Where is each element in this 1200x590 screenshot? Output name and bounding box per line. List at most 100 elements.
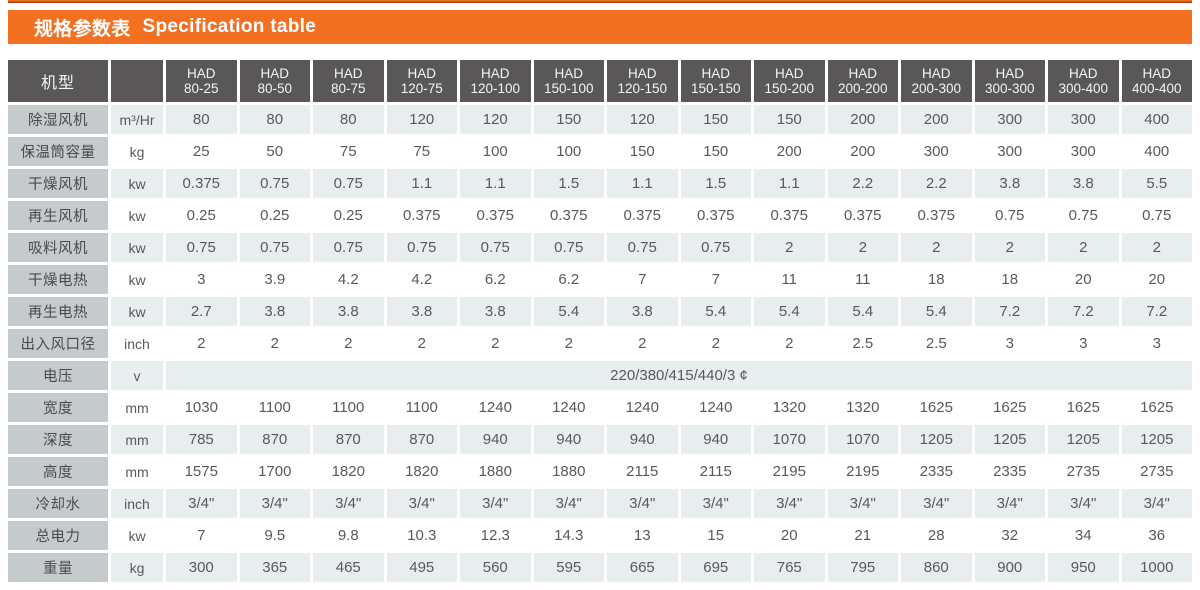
table-cell: 7 bbox=[166, 521, 237, 550]
row-unit: kw bbox=[111, 521, 163, 550]
table-cell: 0.75 bbox=[974, 201, 1045, 230]
table-cell: 3 bbox=[974, 329, 1045, 358]
table-cell: 2 bbox=[533, 329, 604, 358]
table-cell: 0.375 bbox=[460, 201, 531, 230]
table-cell: 785 bbox=[166, 425, 237, 454]
table-cell: 560 bbox=[460, 553, 531, 582]
table-cell: 3/4" bbox=[827, 489, 898, 518]
table-cell: 2.5 bbox=[901, 329, 972, 358]
table-cell: 150 bbox=[607, 137, 678, 166]
row-label: 总电力 bbox=[8, 521, 108, 550]
table-cell: 6.2 bbox=[460, 265, 531, 294]
table-cell: 0.375 bbox=[901, 201, 972, 230]
table-cell: 150 bbox=[680, 137, 751, 166]
table-cell: 3/4" bbox=[1048, 489, 1119, 518]
table-cell: 0.75 bbox=[313, 169, 384, 198]
row-label: 再生风机 bbox=[8, 201, 108, 230]
table-cell: 940 bbox=[680, 425, 751, 454]
specification-table: 机型 HAD 80-25 HAD 80-50 HAD 80-75 HAD 120-75 HAD 12… bbox=[8, 60, 1192, 582]
table-cell: 1880 bbox=[460, 457, 531, 486]
table-cell: 32 bbox=[974, 521, 1045, 550]
table-cell: 0.75 bbox=[386, 233, 457, 262]
row-unit: kg bbox=[111, 553, 163, 582]
table-cell: 120 bbox=[386, 105, 457, 134]
table-cell: 100 bbox=[533, 137, 604, 166]
table-cell: 3/4" bbox=[533, 489, 604, 518]
table-cell: 1240 bbox=[607, 393, 678, 422]
table-cell: 3.8 bbox=[460, 297, 531, 326]
column-header-model-200-200: HAD 200-200 bbox=[827, 60, 898, 102]
table-cell: 2.7 bbox=[166, 297, 237, 326]
table-cell: 3/4" bbox=[901, 489, 972, 518]
table-cell: 80 bbox=[239, 105, 310, 134]
table-cell: 20 bbox=[754, 521, 825, 550]
top-edge-strip bbox=[8, 0, 1192, 3]
table-cell: 3/4" bbox=[680, 489, 751, 518]
row-unit: m³/Hr bbox=[111, 105, 163, 134]
table-cell: 4.2 bbox=[313, 265, 384, 294]
row-label: 出入风口径 bbox=[8, 329, 108, 358]
table-cell: 1880 bbox=[533, 457, 604, 486]
row-label: 吸料风机 bbox=[8, 233, 108, 262]
table-cell: 0.375 bbox=[680, 201, 751, 230]
row-unit: kw bbox=[111, 201, 163, 230]
table-cell: 3/4" bbox=[386, 489, 457, 518]
table-cell: 860 bbox=[901, 553, 972, 582]
row-unit: mm bbox=[111, 393, 163, 422]
row-label: 电压 bbox=[8, 361, 108, 390]
page-title-zh: 规格参数表 bbox=[34, 18, 131, 40]
column-header-model-300-300: HAD 300-300 bbox=[974, 60, 1045, 102]
column-header-model-120-75: HAD 120-75 bbox=[386, 60, 457, 102]
table-cell: 2195 bbox=[754, 457, 825, 486]
column-header-model-120-100: HAD 120-100 bbox=[460, 60, 531, 102]
table-cell: 1.1 bbox=[460, 169, 531, 198]
row-unit: inch bbox=[111, 329, 163, 358]
table-cell: 2 bbox=[239, 329, 310, 358]
table-cell: 365 bbox=[239, 553, 310, 582]
table-cell: 10.3 bbox=[386, 521, 457, 550]
table-cell: 1625 bbox=[901, 393, 972, 422]
table-cell: 3/4" bbox=[607, 489, 678, 518]
table-cell: 1320 bbox=[754, 393, 825, 422]
row-label: 再生电热 bbox=[8, 297, 108, 326]
table-cell: 1205 bbox=[1121, 425, 1192, 454]
table-cell: 21 bbox=[827, 521, 898, 550]
table-cell: 3/4" bbox=[974, 489, 1045, 518]
table-cell: 5.4 bbox=[533, 297, 604, 326]
table-cell: 2195 bbox=[827, 457, 898, 486]
table-cell: 18 bbox=[974, 265, 1045, 294]
table-cell: 1625 bbox=[974, 393, 1045, 422]
table-cell: 2 bbox=[1121, 233, 1192, 262]
table-cell: 400 bbox=[1121, 105, 1192, 134]
table-cell: 2 bbox=[901, 233, 972, 262]
table-cell: 2 bbox=[680, 329, 751, 358]
row-unit: mm bbox=[111, 425, 163, 454]
table-cell: 3/4" bbox=[239, 489, 310, 518]
row-unit: kw bbox=[111, 233, 163, 262]
table-cell: 75 bbox=[313, 137, 384, 166]
table-cell: 3/4" bbox=[313, 489, 384, 518]
table-cell: 1.1 bbox=[386, 169, 457, 198]
table-cell: 2.5 bbox=[827, 329, 898, 358]
table-cell: 1625 bbox=[1048, 393, 1119, 422]
table-cell: 0.375 bbox=[386, 201, 457, 230]
table-cell: 3 bbox=[1121, 329, 1192, 358]
table-cell: 5.4 bbox=[754, 297, 825, 326]
table-cell: 2 bbox=[313, 329, 384, 358]
table-cell: 3.8 bbox=[239, 297, 310, 326]
table-cell: 0.75 bbox=[460, 233, 531, 262]
table-cell: 200 bbox=[827, 137, 898, 166]
row-label: 高度 bbox=[8, 457, 108, 486]
row-label: 深度 bbox=[8, 425, 108, 454]
table-cell: 870 bbox=[239, 425, 310, 454]
table-cell: 120 bbox=[607, 105, 678, 134]
table-cell: 80 bbox=[313, 105, 384, 134]
table-cell: 0.25 bbox=[166, 201, 237, 230]
column-header-model-150-200: HAD 150-200 bbox=[754, 60, 825, 102]
table-cell: 0.375 bbox=[754, 201, 825, 230]
table-cell: 595 bbox=[533, 553, 604, 582]
table-cell: 7.2 bbox=[1121, 297, 1192, 326]
row-unit: inch bbox=[111, 489, 163, 518]
table-cell: 0.25 bbox=[239, 201, 310, 230]
